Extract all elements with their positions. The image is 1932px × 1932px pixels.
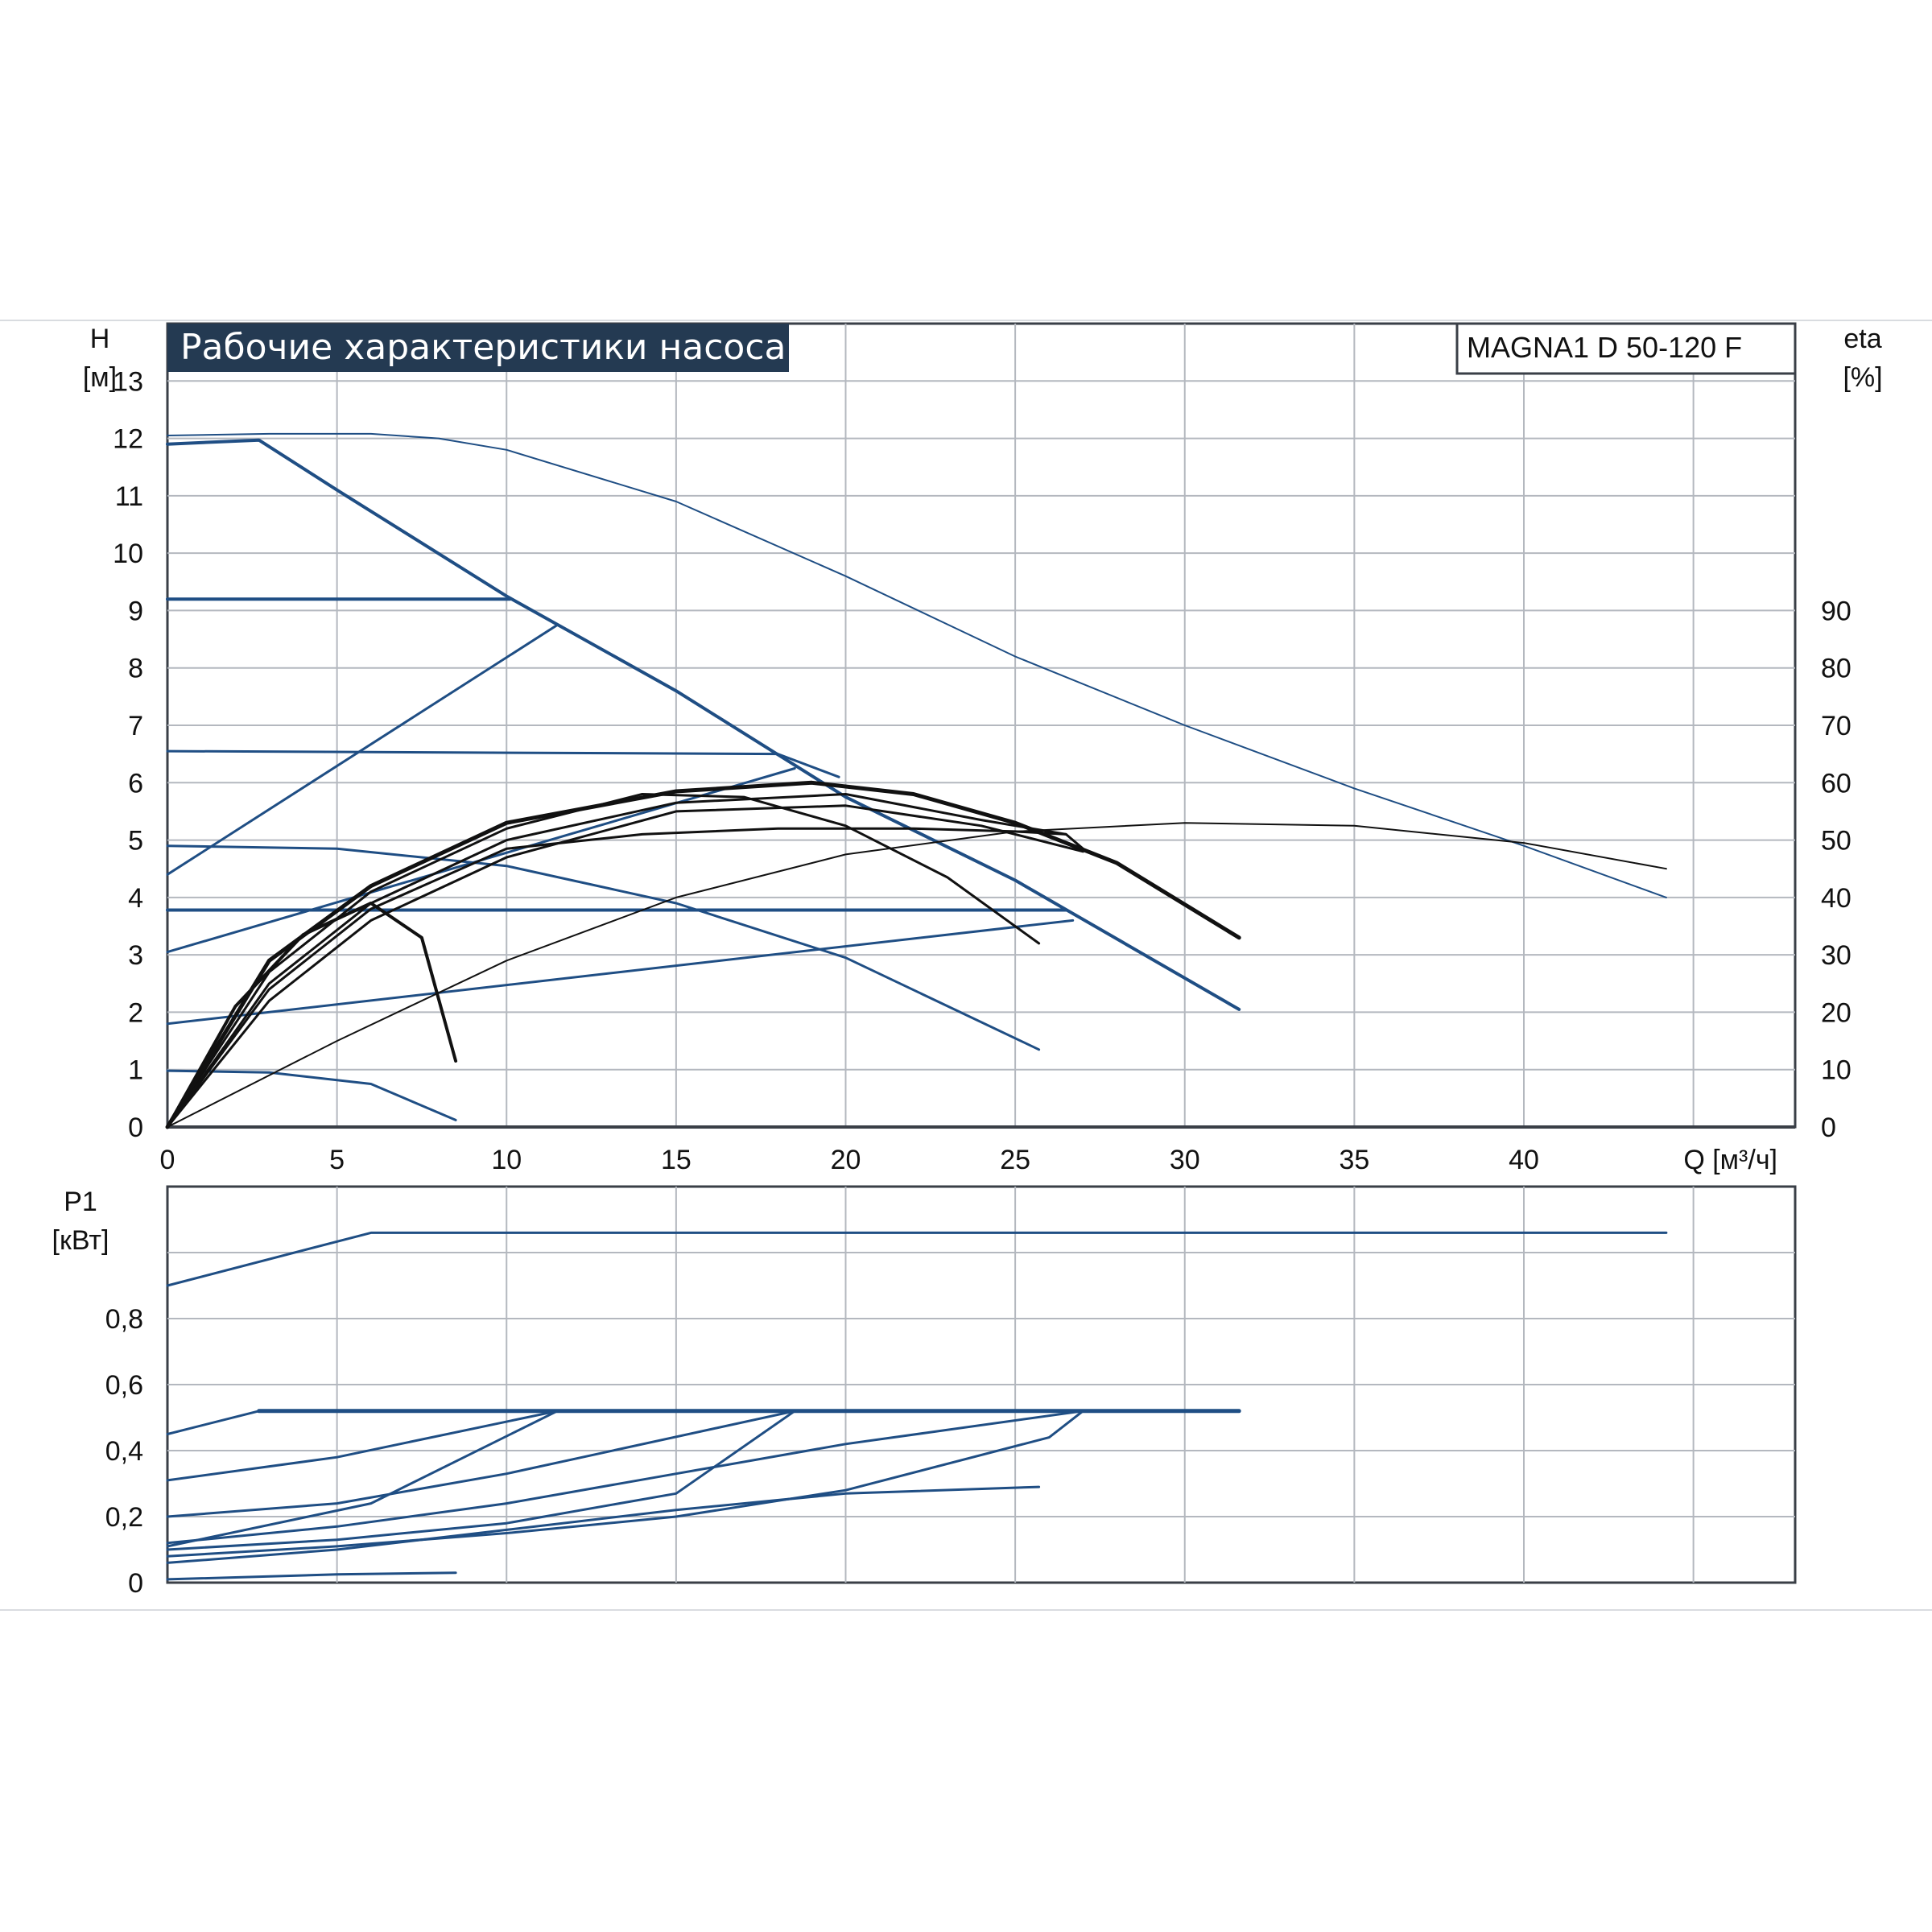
power-curve-2 <box>166 1410 261 1435</box>
eta-tick-label: 90 <box>1821 596 1852 626</box>
head-curve-1 <box>166 438 1241 1011</box>
power-curve-10 <box>166 1571 457 1581</box>
head-y-tick-label: 8 <box>128 654 143 684</box>
eta-tick-label: 20 <box>1821 997 1852 1028</box>
head-y-tick-label: 2 <box>128 997 143 1028</box>
eta-axis-symbol: eta <box>1843 324 1881 354</box>
head-y-tick-label: 12 <box>113 424 143 455</box>
power-plot-grid <box>166 1185 1797 1584</box>
head-y-tick-label: 11 <box>115 481 143 512</box>
eta-tick-label: 30 <box>1821 940 1852 971</box>
head-plot-curves <box>165 432 1667 1129</box>
model-box <box>1455 322 1797 375</box>
head-y-tick-label: 3 <box>128 940 143 971</box>
head-curve-14 <box>166 793 1067 1129</box>
head-curve-4 <box>166 844 1041 1051</box>
head-y-tick-label: 7 <box>128 711 143 741</box>
chart-title: Рабочие характеристики насоса <box>180 327 786 368</box>
power-curve-8 <box>166 1410 1084 1558</box>
eta-tick-label: 0 <box>1821 1113 1836 1143</box>
head-y-tick-label: 4 <box>128 883 143 914</box>
power-y-tick-label: 0,4 <box>105 1436 143 1467</box>
eta-tick-label: 50 <box>1821 826 1852 857</box>
power-curve-7 <box>166 1410 796 1551</box>
power-axis-unit: [кВт] <box>52 1225 109 1256</box>
head-curve-13 <box>165 780 1241 1129</box>
power-y-tick-label: 0,2 <box>105 1502 143 1533</box>
eta-axis-unit: [%] <box>1843 362 1882 393</box>
head-y-tick-label: 6 <box>128 768 143 799</box>
title-box <box>167 324 789 372</box>
x-tick-label: 15 <box>661 1145 691 1175</box>
eta-tick-label: 10 <box>1821 1055 1852 1086</box>
power-curve-9 <box>166 1485 1041 1564</box>
power-curve-0 <box>166 1231 1668 1287</box>
head-curve-6 <box>166 1069 457 1121</box>
x-tick-label: 0 <box>160 1145 175 1175</box>
head-curve-3 <box>166 749 840 778</box>
power-y-tick-label: 0,8 <box>105 1304 143 1335</box>
head-curve-11 <box>166 793 1041 1129</box>
x-tick-label: 40 <box>1509 1145 1539 1175</box>
x-axis-label: Q [м³/ч] <box>1683 1145 1777 1175</box>
power-curve-5 <box>166 1410 1084 1545</box>
power-axis-symbol: P1 <box>64 1187 97 1217</box>
power-curve-4 <box>166 1410 796 1518</box>
model-label: MAGNA1 D 50-120 F <box>1467 331 1742 364</box>
head-plot-grid <box>166 322 1797 1129</box>
power-y-tick-label: 0,6 <box>105 1370 143 1401</box>
head-curve-15 <box>166 804 1084 1129</box>
head-curve-0 <box>167 432 1667 898</box>
eta-tick-label: 40 <box>1821 883 1852 914</box>
eta-tick-label: 60 <box>1821 768 1852 799</box>
power-y-tick-label: 0 <box>128 1568 143 1599</box>
power-curve-6 <box>166 1410 559 1548</box>
power-plot-curves <box>166 1231 1668 1581</box>
power-curve-3 <box>166 1410 559 1482</box>
head-y-tick-label: 0 <box>128 1113 143 1143</box>
x-tick-label: 35 <box>1339 1145 1369 1175</box>
x-tick-label: 25 <box>1000 1145 1030 1175</box>
x-tick-label: 5 <box>329 1145 345 1175</box>
head-axis-symbol: H <box>90 324 110 354</box>
head-curve-16 <box>167 822 1667 1128</box>
head-curve-9 <box>166 919 1075 1026</box>
eta-tick-label: 70 <box>1821 711 1852 741</box>
eta-tick-label: 80 <box>1821 654 1852 684</box>
head-y-tick-label: 1 <box>128 1055 143 1086</box>
x-tick-label: 20 <box>831 1145 861 1175</box>
head-axis-unit: [м] <box>83 362 117 393</box>
head-y-tick-label: 13 <box>113 366 143 397</box>
x-tick-label: 10 <box>491 1145 522 1175</box>
head-y-tick-label: 10 <box>113 539 143 569</box>
x-tick-label: 30 <box>1170 1145 1200 1175</box>
head-y-tick-label: 5 <box>128 826 143 857</box>
head-curve-7 <box>166 623 559 876</box>
head-y-tick-label: 9 <box>128 596 143 626</box>
